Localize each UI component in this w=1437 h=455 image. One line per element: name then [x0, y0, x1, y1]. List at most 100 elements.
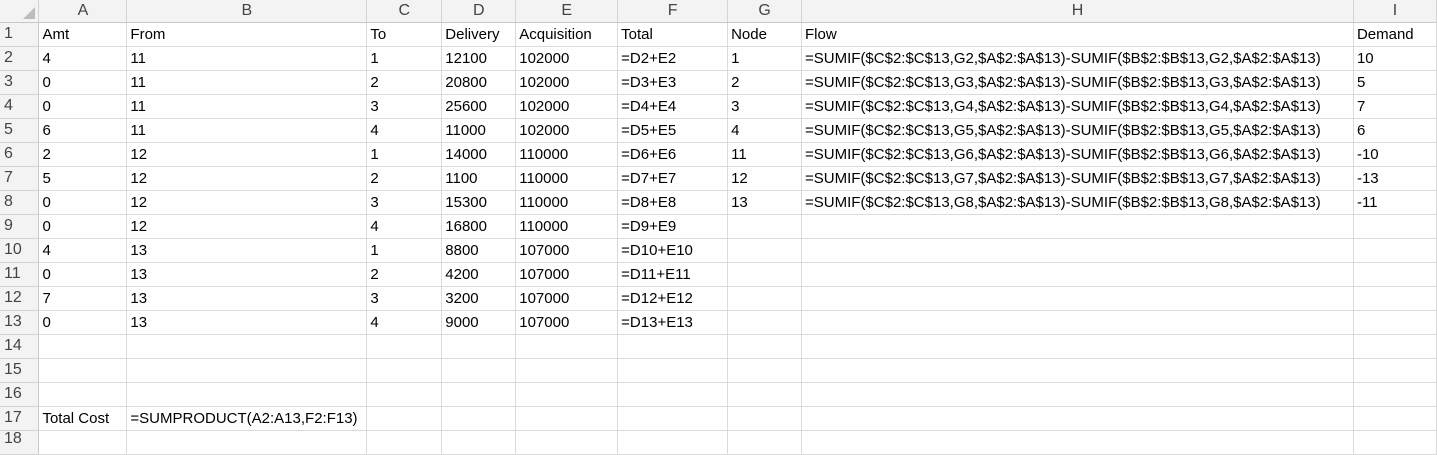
cell-i[interactable]: 5 — [1353, 70, 1437, 95]
cell-c[interactable]: 3 — [366, 286, 443, 311]
cell-e[interactable]: 102000 — [515, 70, 619, 95]
cell-c[interactable]: 4 — [366, 118, 443, 143]
cell-a[interactable]: 6 — [38, 118, 128, 143]
cell-a[interactable] — [38, 430, 128, 455]
cell-h[interactable]: =SUMIF($C$2:$C$13,G4,$A$2:$A$13)-SUMIF($… — [801, 94, 1354, 119]
cell-f[interactable] — [617, 334, 729, 359]
cell-f[interactable]: =D2+E2 — [617, 46, 729, 71]
cell-e[interactable]: 107000 — [515, 262, 619, 287]
cell-g[interactable]: Node — [727, 22, 803, 47]
cell-c[interactable]: 4 — [366, 310, 443, 335]
cell-e[interactable]: 110000 — [515, 214, 619, 239]
cell-f[interactable] — [617, 430, 729, 455]
cell-g[interactable] — [727, 382, 803, 407]
cell-d[interactable]: 1100 — [441, 166, 517, 191]
cell-i[interactable]: 6 — [1353, 118, 1437, 143]
cell-h[interactable]: =SUMIF($C$2:$C$13,G8,$A$2:$A$13)-SUMIF($… — [801, 190, 1354, 215]
cell-e[interactable]: 110000 — [515, 190, 619, 215]
cell-d[interactable]: 25600 — [441, 94, 517, 119]
cell-b[interactable] — [126, 382, 368, 407]
cell-e[interactable] — [515, 334, 619, 359]
cell-b[interactable]: 12 — [126, 142, 368, 167]
cell-h[interactable]: =SUMIF($C$2:$C$13,G7,$A$2:$A$13)-SUMIF($… — [801, 166, 1354, 191]
cell-i[interactable] — [1353, 430, 1437, 455]
cell-f[interactable]: =D9+E9 — [617, 214, 729, 239]
row-header[interactable]: 7 — [0, 166, 40, 191]
cell-b[interactable] — [126, 334, 368, 359]
cell-d[interactable] — [441, 382, 517, 407]
cell-b[interactable]: 12 — [126, 190, 368, 215]
cell-i[interactable]: 7 — [1353, 94, 1437, 119]
cell-c[interactable] — [366, 382, 443, 407]
cell-g[interactable]: 2 — [727, 70, 803, 95]
column-header-d[interactable]: D — [441, 0, 517, 23]
cell-a[interactable]: Amt — [38, 22, 128, 47]
cell-a[interactable] — [38, 382, 128, 407]
cell-i[interactable]: -13 — [1353, 166, 1437, 191]
cell-g[interactable]: 12 — [727, 166, 803, 191]
cell-d[interactable] — [441, 334, 517, 359]
cell-c[interactable] — [366, 430, 443, 455]
cell-d[interactable] — [441, 358, 517, 383]
cell-i[interactable] — [1353, 214, 1437, 239]
row-header[interactable]: 14 — [0, 334, 40, 359]
row-header[interactable]: 12 — [0, 286, 40, 311]
cell-b[interactable]: 12 — [126, 166, 368, 191]
row-header[interactable]: 2 — [0, 46, 40, 71]
cell-c[interactable] — [366, 334, 443, 359]
cell-c[interactable]: 1 — [366, 46, 443, 71]
column-header-e[interactable]: E — [515, 0, 619, 23]
row-header[interactable]: 17 — [0, 406, 40, 431]
column-header-a[interactable]: A — [38, 0, 128, 23]
cell-d[interactable]: 11000 — [441, 118, 517, 143]
cell-c[interactable]: 3 — [366, 190, 443, 215]
cell-d[interactable]: 14000 — [441, 142, 517, 167]
cell-g[interactable]: 3 — [727, 94, 803, 119]
cell-a[interactable]: 0 — [38, 190, 128, 215]
cell-d[interactable]: 12100 — [441, 46, 517, 71]
cell-c[interactable]: 2 — [366, 70, 443, 95]
column-header-f[interactable]: F — [617, 0, 729, 23]
cell-d[interactable]: 15300 — [441, 190, 517, 215]
row-header[interactable]: 16 — [0, 382, 40, 407]
cell-e[interactable]: 107000 — [515, 286, 619, 311]
cell-d[interactable]: 8800 — [441, 238, 517, 263]
cell-b[interactable]: 11 — [126, 70, 368, 95]
cell-a[interactable]: 0 — [38, 310, 128, 335]
column-header-i[interactable]: I — [1353, 0, 1437, 23]
cell-a[interactable]: 0 — [38, 214, 128, 239]
cell-b[interactable]: 11 — [126, 46, 368, 71]
cell-g[interactable] — [727, 214, 803, 239]
cell-i[interactable] — [1353, 358, 1437, 383]
cell-e[interactable] — [515, 430, 619, 455]
cell-a[interactable]: 0 — [38, 94, 128, 119]
cell-c[interactable]: To — [366, 22, 443, 47]
cell-h[interactable] — [801, 334, 1354, 359]
cell-b[interactable]: 13 — [126, 238, 368, 263]
cell-d[interactable]: 20800 — [441, 70, 517, 95]
cell-c[interactable]: 2 — [366, 262, 443, 287]
cell-g[interactable] — [727, 406, 803, 431]
cell-e[interactable]: 107000 — [515, 238, 619, 263]
cell-e[interactable]: 107000 — [515, 310, 619, 335]
cell-h[interactable] — [801, 262, 1354, 287]
cell-a[interactable]: Total Cost — [38, 406, 128, 431]
cell-d[interactable]: 9000 — [441, 310, 517, 335]
cell-f[interactable]: =D12+E12 — [617, 286, 729, 311]
cell-i[interactable]: Demand — [1353, 22, 1437, 47]
cell-f[interactable]: =D13+E13 — [617, 310, 729, 335]
cell-f[interactable]: =D8+E8 — [617, 190, 729, 215]
cell-e[interactable]: 110000 — [515, 142, 619, 167]
cell-g[interactable] — [727, 238, 803, 263]
cell-i[interactable] — [1353, 334, 1437, 359]
cell-f[interactable]: =D7+E7 — [617, 166, 729, 191]
cell-b[interactable] — [126, 358, 368, 383]
cell-h[interactable] — [801, 214, 1354, 239]
cell-h[interactable] — [801, 286, 1354, 311]
cell-d[interactable] — [441, 430, 517, 455]
cell-a[interactable]: 0 — [38, 70, 128, 95]
cell-h[interactable]: =SUMIF($C$2:$C$13,G6,$A$2:$A$13)-SUMIF($… — [801, 142, 1354, 167]
cell-d[interactable]: 16800 — [441, 214, 517, 239]
row-header[interactable]: 6 — [0, 142, 40, 167]
cell-a[interactable]: 5 — [38, 166, 128, 191]
